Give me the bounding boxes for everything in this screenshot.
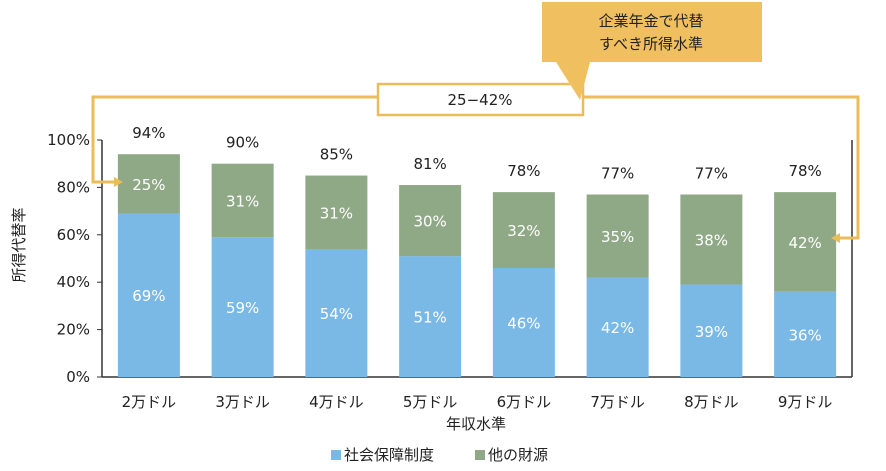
bar-segment-2 [211,163,274,238]
data-label-series-2: 25% [132,176,165,194]
x-category-label: 7万ドル [590,393,645,411]
data-label-series-2: 35% [601,228,634,246]
range-label-box [376,82,585,117]
x-category-label: 5万ドル [403,393,458,411]
bar-segment-2 [117,154,180,214]
bar-segment-1 [305,249,368,377]
x-category-label: 9万ドル [778,393,833,411]
legend-label-series-2: 他の財源 [488,446,548,464]
total-label: 90% [226,134,259,152]
data-label-series-2: 31% [320,204,353,222]
bar-segment-1 [399,256,462,377]
data-label-series-1: 69% [132,287,165,305]
total-label: 77% [601,165,634,183]
total-label: 94% [132,124,165,142]
y-tick-label: 80% [57,178,90,196]
data-label-series-1: 54% [320,305,353,323]
x-axis-title: 年収水準 [446,415,506,433]
x-category-label: 6万ドル [497,393,552,411]
bracket-arrow-right [831,233,840,243]
data-label-series-2: 31% [226,192,259,210]
data-label-series-2: 42% [788,234,821,252]
data-label-series-2: 30% [413,213,446,231]
legend-swatch-series-1 [331,450,341,460]
y-tick-label: 40% [57,273,90,291]
bar-segment-1 [774,291,837,377]
y-axis-title: 所得代替率 [10,207,28,282]
callout-box [542,2,762,100]
bar-segment-1 [117,213,180,377]
data-label-series-2: 38% [695,232,728,250]
callout: 25−42% 企業年金で代替 すべき所得水準 [91,2,860,243]
legend: 社会保障制度 他の財源 [331,446,548,464]
bar-segment-2 [680,194,743,285]
total-label: 78% [788,162,821,180]
range-bracket [91,95,860,240]
y-tick-label: 100% [47,131,90,149]
data-label-series-1: 46% [507,314,540,332]
x-category-label: 3万ドル [215,393,270,411]
bar-segment-2 [305,175,368,250]
total-label: 81% [413,155,446,173]
data-label-series-1: 42% [601,319,634,337]
bracket-arrow-left [114,177,123,187]
bar-segment-1 [211,237,274,377]
data-label-series-1: 51% [413,309,446,327]
data-label-series-2: 32% [507,222,540,240]
x-axis-categories: 2万ドル 3万ドル 4万ドル 5万ドル 6万ドル 7万ドル 8万ドル 9万ドル [122,393,833,411]
data-label-series-1: 39% [695,323,728,341]
bar-segment-1 [680,284,743,377]
data-label-series-1: 36% [788,326,821,344]
legend-swatch-series-2 [475,450,485,460]
bars: 69% 25% 94% 59% 31% 90% 54% 31% 85% 51% 30% 81% 46% 3… [117,124,837,377]
bar-segment-2 [586,194,649,278]
y-tick-label: 0% [66,368,90,386]
range-label: 25−42% [448,91,513,109]
x-category-label: 4万ドル [309,393,364,411]
total-label: 78% [507,162,540,180]
x-category-label: 2万ドル [122,393,177,411]
bar-segment-2 [399,185,462,257]
total-label: 85% [320,146,353,164]
bar-segment-2 [774,192,837,292]
legend-label-series-1: 社会保障制度 [344,446,434,464]
data-label-series-1: 59% [226,299,259,317]
callout-text-line-2: すべき所得水準 [599,35,703,53]
total-label: 77% [695,165,728,183]
x-category-label: 8万ドル [684,393,739,411]
y-tick-label: 20% [57,321,90,339]
bar-segment-1 [492,267,555,377]
y-tick-label: 60% [57,226,90,244]
callout-text-line-1: 企業年金で代替 [598,12,703,30]
bar-segment-2 [492,192,555,268]
bar-segment-1 [586,277,649,377]
y-axis-ticks: 0% 20% 40% 60% 80% 100% [47,131,102,386]
